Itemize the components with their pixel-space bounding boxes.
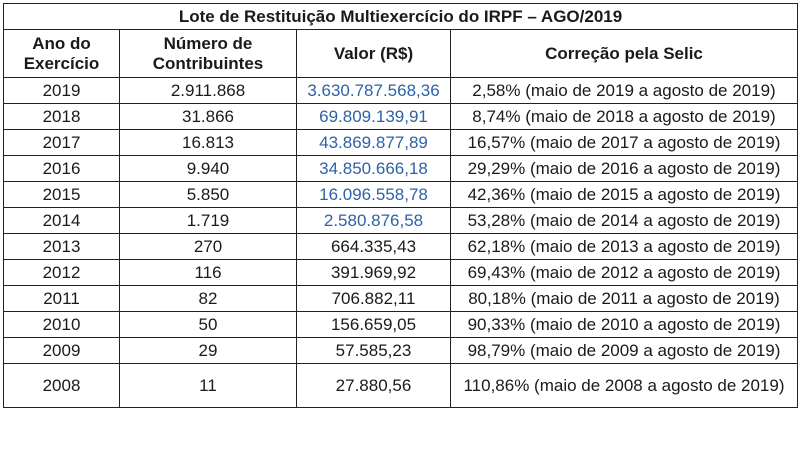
table-row: 2015 5.850 16.096.558,78 42,36% (maio de… — [3, 181, 798, 208]
cell-ano: 2014 — [3, 207, 120, 234]
cell-contribuintes: 50 — [119, 311, 297, 338]
table-row: 2010 50 156.659,05 90,33% (maio de 2010 … — [3, 311, 798, 338]
cell-contribuintes: 82 — [119, 285, 297, 312]
cell-ano: 2011 — [3, 285, 120, 312]
cell-valor: 69.809.139,91 — [296, 103, 451, 130]
cell-correcao: 98,79% (maio de 2009 a agosto de 2019) — [450, 337, 798, 364]
table-row: 2014 1.719 2.580.876,58 53,28% (maio de … — [3, 207, 798, 234]
cell-ano: 2008 — [3, 363, 120, 408]
cell-correcao: 42,36% (maio de 2015 a agosto de 2019) — [450, 181, 798, 208]
cell-valor: 2.580.876,58 — [296, 207, 451, 234]
cell-correcao: 62,18% (maio de 2013 a agosto de 2019) — [450, 233, 798, 260]
cell-contribuintes: 9.940 — [119, 155, 297, 182]
cell-correcao: 29,29% (maio de 2016 a agosto de 2019) — [450, 155, 798, 182]
table-title: Lote de Restituição Multiexercício do IR… — [3, 3, 798, 30]
cell-contribuintes: 5.850 — [119, 181, 297, 208]
cell-valor: 706.882,11 — [296, 285, 451, 312]
cell-valor: 3.630.787.568,36 — [296, 77, 451, 104]
table-title-row: Lote de Restituição Multiexercício do IR… — [3, 3, 798, 30]
cell-valor: 156.659,05 — [296, 311, 451, 338]
cell-ano: 2018 — [3, 103, 120, 130]
table-row: 2012 116 391.969,92 69,43% (maio de 2012… — [3, 259, 798, 286]
cell-ano: 2016 — [3, 155, 120, 182]
table-row: 2017 16.813 43.869.877,89 16,57% (maio d… — [3, 129, 798, 156]
cell-ano: 2017 — [3, 129, 120, 156]
cell-contribuintes: 270 — [119, 233, 297, 260]
table-row: 2019 2.911.868 3.630.787.568,36 2,58% (m… — [3, 77, 798, 104]
cell-ano: 2012 — [3, 259, 120, 286]
restituicao-table-container: Lote de Restituição Multiexercício do IR… — [3, 3, 798, 408]
cell-correcao: 90,33% (maio de 2010 a agosto de 2019) — [450, 311, 798, 338]
restituicao-table: Lote de Restituição Multiexercício do IR… — [3, 3, 798, 408]
cell-contribuintes: 2.911.868 — [119, 77, 297, 104]
table-header-row: Ano do Exercício Número de Contribuintes… — [3, 29, 798, 78]
cell-ano: 2009 — [3, 337, 120, 364]
cell-correcao: 53,28% (maio de 2014 a agosto de 2019) — [450, 207, 798, 234]
cell-correcao: 8,74% (maio de 2018 a agosto de 2019) — [450, 103, 798, 130]
cell-correcao: 80,18% (maio de 2011 a agosto de 2019) — [450, 285, 798, 312]
cell-correcao: 110,86% (maio de 2008 a agosto de 2019) — [450, 363, 798, 408]
cell-ano: 2019 — [3, 77, 120, 104]
cell-valor: 57.585,23 — [296, 337, 451, 364]
cell-contribuintes: 1.719 — [119, 207, 297, 234]
table-row: 2008 11 27.880,56 110,86% (maio de 2008 … — [3, 363, 798, 408]
cell-correcao: 69,43% (maio de 2012 a agosto de 2019) — [450, 259, 798, 286]
cell-valor: 391.969,92 — [296, 259, 451, 286]
cell-correcao: 2,58% (maio de 2019 a agosto de 2019) — [450, 77, 798, 104]
cell-valor: 664.335,43 — [296, 233, 451, 260]
cell-contribuintes: 116 — [119, 259, 297, 286]
cell-contribuintes: 16.813 — [119, 129, 297, 156]
header-correcao: Correção pela Selic — [450, 29, 798, 78]
cell-ano: 2015 — [3, 181, 120, 208]
cell-valor: 27.880,56 — [296, 363, 451, 408]
table-row: 2018 31.866 69.809.139,91 8,74% (maio de… — [3, 103, 798, 130]
cell-valor: 34.850.666,18 — [296, 155, 451, 182]
cell-valor: 43.869.877,89 — [296, 129, 451, 156]
cell-valor: 16.096.558,78 — [296, 181, 451, 208]
table-row: 2016 9.940 34.850.666,18 29,29% (maio de… — [3, 155, 798, 182]
table-row: 2013 270 664.335,43 62,18% (maio de 2013… — [3, 233, 798, 260]
cell-contribuintes: 11 — [119, 363, 297, 408]
cell-contribuintes: 31.866 — [119, 103, 297, 130]
table-row: 2011 82 706.882,11 80,18% (maio de 2011 … — [3, 285, 798, 312]
header-ano: Ano do Exercício — [3, 29, 120, 78]
cell-correcao: 16,57% (maio de 2017 a agosto de 2019) — [450, 129, 798, 156]
cell-contribuintes: 29 — [119, 337, 297, 364]
cell-ano: 2010 — [3, 311, 120, 338]
table-row: 2009 29 57.585,23 98,79% (maio de 2009 a… — [3, 337, 798, 364]
header-contribuintes: Número de Contribuintes — [119, 29, 297, 78]
header-valor: Valor (R$) — [296, 29, 451, 78]
cell-ano: 2013 — [3, 233, 120, 260]
